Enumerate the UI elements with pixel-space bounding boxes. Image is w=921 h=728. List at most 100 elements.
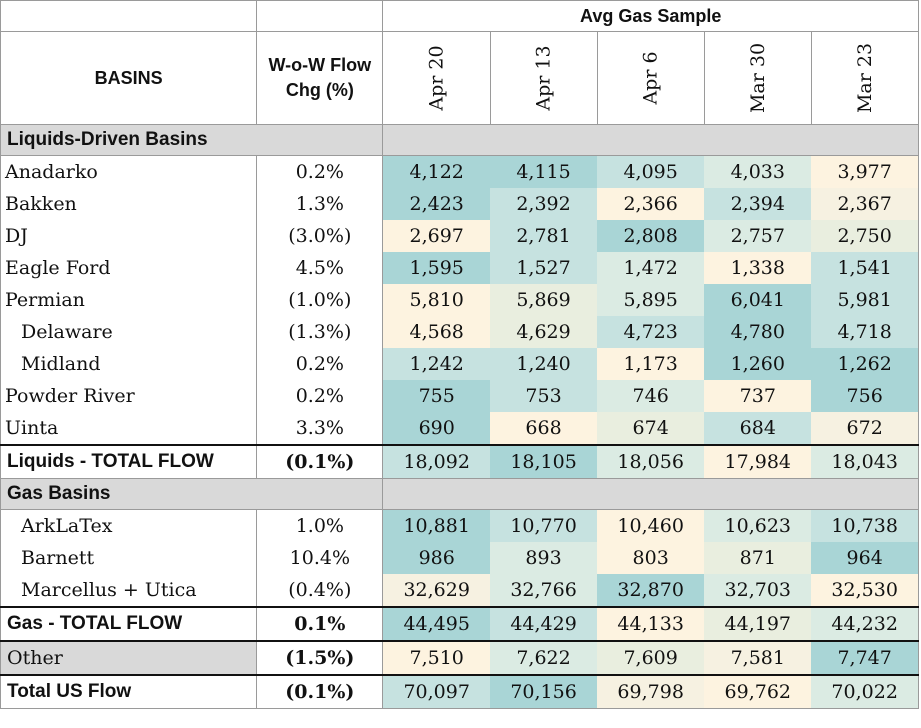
- flow-value: 4,122: [382, 155, 490, 188]
- table-row: Other (1.5%) 7,510 7,622 7,609 7,581 7,747: [0, 640, 920, 676]
- flow-value: 2,781: [490, 220, 598, 252]
- header-empty-cell: [0, 0, 258, 32]
- basin-name: Permian: [0, 284, 258, 316]
- wow-change: 1.3%: [256, 188, 384, 220]
- flow-value: 69,798: [597, 674, 705, 709]
- table-row: ArkLaTex 1.0% 10,881 10,770 10,460 10,623 10,7…: [0, 509, 920, 542]
- date-label: Apr 13: [532, 45, 555, 111]
- avg-gas-sample-header: Avg Gas Sample: [382, 0, 919, 32]
- wow-change: (1.0%): [256, 284, 384, 316]
- basin-name: Powder River: [0, 380, 258, 412]
- flow-value: 5,895: [597, 284, 705, 316]
- flow-value: 10,738: [811, 509, 920, 542]
- basin-name: Barnett: [0, 542, 258, 574]
- flow-value: 10,623: [704, 509, 812, 542]
- flow-value: 44,495: [382, 606, 490, 642]
- wow-change: 0.1%: [256, 606, 384, 642]
- flow-value: 964: [811, 542, 920, 574]
- flow-value: 4,115: [490, 155, 598, 188]
- flow-value: 1,595: [382, 252, 490, 284]
- basin-name: Bakken: [0, 188, 258, 220]
- flow-value: 1,240: [490, 348, 598, 380]
- flow-value: 5,810: [382, 284, 490, 316]
- flow-value: 5,981: [811, 284, 920, 316]
- wow-change: 0.2%: [256, 155, 384, 188]
- table-row: Marcellus + Utica (0.4%) 32,629 32,766 32,87…: [0, 574, 920, 608]
- section-header-row: Liquids-Driven Basins: [0, 124, 919, 156]
- wow-change: (1.3%): [256, 316, 384, 348]
- flow-value: 70,156: [490, 674, 598, 709]
- flow-value: 7,747: [811, 640, 920, 676]
- flow-value: 10,770: [490, 509, 598, 542]
- table-row: Anadarko 0.2% 4,122 4,115 4,095 4,033 3,977: [0, 155, 920, 188]
- table-row: Barnett 10.4% 986 893 803 871 964: [0, 542, 920, 574]
- flow-value: 1,527: [490, 252, 598, 284]
- flow-value: 4,780: [704, 316, 812, 348]
- date-column-header: Apr 20: [382, 31, 491, 125]
- flow-value: 32,629: [382, 574, 490, 608]
- table-row: Delaware (1.3%) 4,568 4,629 4,723 4,780 4,718: [0, 316, 920, 348]
- flow-value: 70,022: [811, 674, 920, 709]
- flow-value: 2,367: [811, 188, 920, 220]
- flow-value: 4,568: [382, 316, 490, 348]
- wow-change: 3.3%: [256, 412, 384, 446]
- date-label: Mar 23: [853, 42, 876, 114]
- table-row: Eagle Ford 4.5% 1,595 1,527 1,472 1,338 1,541: [0, 252, 920, 284]
- wow-change: (3.0%): [256, 220, 384, 252]
- table-row: Uinta 3.3% 690 668 674 684 672: [0, 412, 920, 446]
- gas-flow-table: Avg Gas Sample BASINS W-o-W Flow Chg (%)…: [0, 0, 920, 709]
- section-gap-cell: [382, 124, 919, 156]
- wow-column-header: W-o-W Flow Chg (%): [256, 31, 384, 125]
- section-gap-cell: [382, 478, 919, 510]
- section-label: Gas Basins: [0, 478, 384, 510]
- flow-value: 746: [597, 380, 705, 412]
- flow-value: 2,366: [597, 188, 705, 220]
- wow-change: 4.5%: [256, 252, 384, 284]
- flow-value: 1,541: [811, 252, 920, 284]
- flow-value: 7,581: [704, 640, 812, 676]
- flow-value: 3,977: [811, 155, 920, 188]
- date-column-header: Mar 23: [810, 31, 920, 125]
- basin-name: Uinta: [0, 412, 258, 446]
- basin-name: Delaware: [0, 316, 258, 348]
- flow-value: 2,394: [704, 188, 812, 220]
- flow-value: 4,629: [490, 316, 598, 348]
- table-row: Total US Flow (0.1%) 70,097 70,156 69,798 69,…: [0, 674, 920, 709]
- flow-value: 4,095: [597, 155, 705, 188]
- table-body: Liquids-Driven Basins Anadarko 0.2% 4,122 4,…: [0, 124, 920, 709]
- flow-value: 7,609: [597, 640, 705, 676]
- flow-value: 18,105: [490, 444, 598, 479]
- flow-value: 44,232: [811, 606, 920, 642]
- table-row: Permian (1.0%) 5,810 5,869 5,895 6,041 5,981: [0, 284, 920, 316]
- date-column-header: Apr 13: [489, 31, 598, 125]
- table-row: DJ (3.0%) 2,697 2,781 2,808 2,757 2,750: [0, 220, 920, 252]
- flow-value: 755: [382, 380, 490, 412]
- wow-change: (0.1%): [256, 674, 384, 709]
- flow-value: 2,757: [704, 220, 812, 252]
- flow-value: 44,197: [704, 606, 812, 642]
- flow-value: 871: [704, 542, 812, 574]
- flow-value: 1,472: [597, 252, 705, 284]
- flow-value: 674: [597, 412, 705, 446]
- date-label: Apr 20: [425, 45, 448, 111]
- header-empty-cell: [256, 0, 384, 32]
- flow-value: 756: [811, 380, 920, 412]
- table-row: Gas - TOTAL FLOW 0.1% 44,495 44,429 44,133 44…: [0, 606, 920, 642]
- flow-value: 10,881: [382, 509, 490, 542]
- flow-value: 44,133: [597, 606, 705, 642]
- flow-value: 32,766: [490, 574, 598, 608]
- flow-value: 803: [597, 542, 705, 574]
- flow-value: 32,870: [597, 574, 705, 608]
- flow-value: 7,510: [382, 640, 490, 676]
- basins-column-header: BASINS: [0, 31, 258, 125]
- flow-value: 5,869: [490, 284, 598, 316]
- date-label: Apr 6: [639, 51, 662, 105]
- flow-value: 668: [490, 412, 598, 446]
- flow-value: 672: [811, 412, 920, 446]
- flow-value: 1,173: [597, 348, 705, 380]
- basin-name: Other: [0, 640, 258, 676]
- flow-value: 1,262: [811, 348, 920, 380]
- wow-change: 10.4%: [256, 542, 384, 574]
- flow-value: 17,984: [704, 444, 812, 479]
- wow-change: 1.0%: [256, 509, 384, 542]
